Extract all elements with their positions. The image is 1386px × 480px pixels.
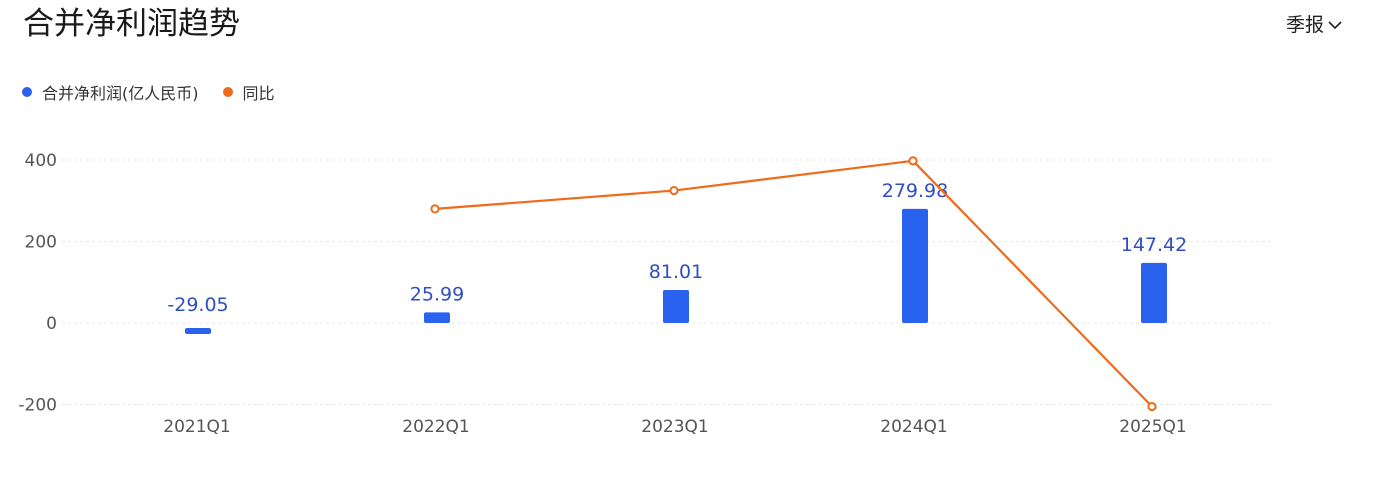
period-dropdown[interactable]: 季报 — [1286, 10, 1342, 37]
x-tick-label: 2021Q1 — [163, 417, 230, 437]
yoy-point — [669, 185, 679, 196]
legend-label-yoy: 同比 — [242, 84, 275, 103]
legend-label-profit: 合并净利润(亿人民币) — [42, 84, 199, 103]
bar — [902, 208, 928, 323]
y-tick-label: -200 — [18, 396, 57, 416]
yoy-point — [908, 156, 918, 166]
x-tick-label: 2024Q1 — [880, 417, 947, 437]
x-tick-label: 2023Q1 — [641, 417, 708, 437]
bar-data-label: 147.42 — [1121, 234, 1187, 256]
bar — [663, 289, 689, 323]
y-tick-label: 400 — [25, 151, 57, 171]
legend-marker-yoy — [222, 87, 233, 97]
period-dropdown-label: 季报 — [1285, 14, 1324, 36]
bar-data-label: 81.01 — [649, 261, 703, 283]
bar-data-label: -29.05 — [167, 294, 228, 316]
chart-legend: 合并净利润(亿人民币) 同比 — [22, 80, 299, 104]
legend-marker-profit — [22, 87, 32, 97]
chevron-down-icon — [1328, 13, 1342, 35]
chart-title: 合并净利润趋势 — [23, 6, 240, 42]
yoy-point — [1147, 401, 1157, 412]
bar — [1141, 262, 1167, 323]
x-tick-label: 2022Q1 — [402, 417, 469, 437]
bar-data-label: 25.99 — [410, 283, 464, 305]
legend-item-profit[interactable]: 合并净利润(亿人民币) — [22, 80, 199, 104]
yoy-point — [430, 204, 440, 214]
legend-item-yoy[interactable]: 同比 — [222, 80, 275, 104]
x-tick-label: 2025Q1 — [1119, 417, 1186, 437]
y-tick-label: 200 — [25, 233, 57, 253]
bar — [424, 312, 450, 323]
y-tick-label: 0 — [46, 314, 57, 334]
bar — [185, 328, 211, 334]
yoy-line — [434, 159, 1153, 408]
bar-data-label: 279.98 — [882, 180, 948, 202]
